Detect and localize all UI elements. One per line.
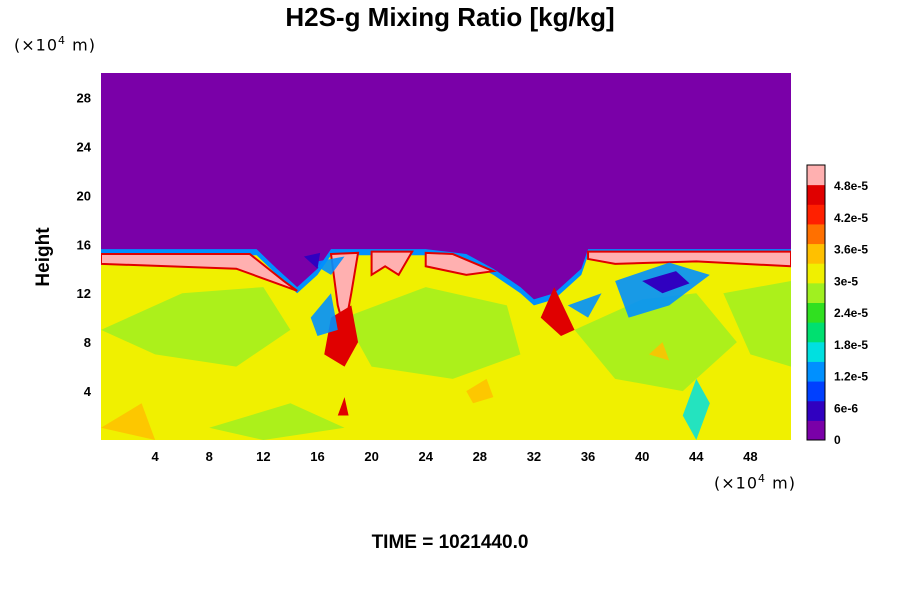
red-plume — [337, 397, 349, 416]
colorbar-segment — [807, 223, 825, 245]
yellow-patch — [466, 378, 494, 404]
upper-layer — [101, 73, 791, 300]
chart-title: H2S-g Mixing Ratio [kg/kg] — [285, 2, 615, 32]
green-swirl — [723, 280, 791, 367]
x-axis-ticks: 4 8 12 16 20 24 28 32 36 40 44 48 — [152, 449, 758, 464]
colorbar-segment — [807, 302, 825, 323]
high-concentration-patch — [587, 250, 791, 268]
y-tick-label: 28 — [77, 90, 91, 105]
x-tick-label: 32 — [527, 449, 541, 464]
y-tick-label: 16 — [77, 237, 91, 252]
yellow-patch — [101, 403, 156, 440]
colorbar: 0 6e-6 1.2e-5 1.8e-5 2.4e-5 3e-5 3.6e-5 4.2e-5 4… — [806, 164, 868, 447]
y-axis-unit: (×104 m) — [14, 34, 96, 55]
x-tick-label: 48 — [743, 449, 757, 464]
colorbar-tick-label: 1.8e-5 — [834, 338, 868, 352]
cyan-streak — [682, 378, 710, 440]
colorbar-segment — [807, 341, 825, 362]
y-tick-label: 24 — [77, 139, 92, 154]
blue-eddy — [310, 256, 345, 275]
y-axis-ticks: 4 8 12 16 20 24 28 — [77, 90, 92, 399]
colorbar-segment — [807, 263, 825, 284]
colorbar-segment — [807, 184, 825, 205]
colorbar-segment — [807, 381, 825, 402]
colorbar-tick-label: 2.4e-5 — [834, 306, 868, 320]
colorbar-segment — [807, 165, 825, 186]
colorbar-segment — [807, 400, 825, 421]
green-swirl — [574, 293, 737, 392]
colorbar-segment — [807, 420, 825, 441]
x-tick-label: 8 — [206, 449, 213, 464]
x-tick-label: 24 — [418, 449, 433, 464]
green-swirl — [344, 287, 521, 379]
x-tick-label: 28 — [473, 449, 487, 464]
x-tick-label: 4 — [152, 449, 160, 464]
colorbar-segment — [807, 204, 825, 225]
x-tick-label: 20 — [364, 449, 378, 464]
green-swirl — [209, 403, 345, 440]
x-tick-label: 44 — [689, 449, 704, 464]
dark-blue-eddy — [642, 271, 690, 294]
colorbar-segment — [807, 243, 825, 264]
colorbar-tick-label: 1.2e-5 — [834, 370, 868, 384]
yellow-patch — [648, 342, 670, 361]
heatmap-field — [101, 73, 791, 440]
y-tick-label: 4 — [84, 384, 92, 399]
red-plume — [540, 287, 575, 337]
colorbar-segment — [807, 322, 825, 343]
high-concentration-patch — [424, 251, 498, 276]
x-tick-label: 12 — [256, 449, 270, 464]
y-tick-label: 20 — [77, 188, 91, 203]
high-concentration-patch — [370, 250, 414, 277]
colorbar-tick-label: 4.8e-5 — [834, 179, 868, 193]
x-axis-unit: (×104 m) — [714, 472, 796, 493]
colorbar-frame — [806, 164, 826, 441]
dark-blue-eddy — [303, 252, 321, 269]
colorbar-tick-label: 3e-5 — [834, 274, 858, 288]
blue-eddy — [567, 293, 602, 318]
high-concentration-patch — [101, 253, 298, 292]
colorbar-segment — [807, 282, 825, 303]
colorbar-tick-label: 4.2e-5 — [834, 211, 868, 225]
colorbar-segment — [807, 361, 825, 382]
y-tick-label: 8 — [84, 335, 91, 350]
time-label: TIME = 1021440.0 — [371, 532, 529, 553]
x-tick-label: 36 — [581, 449, 595, 464]
colorbar-tick-label: 6e-6 — [834, 401, 858, 415]
x-tick-label: 16 — [310, 449, 324, 464]
y-tick-label: 12 — [77, 286, 91, 301]
colorbar-tick-label: 3.6e-5 — [834, 243, 868, 257]
x-tick-label: 40 — [635, 449, 649, 464]
green-swirl — [101, 287, 291, 367]
colorbar-tick-label: 0 — [834, 433, 841, 447]
blue-eddy — [310, 293, 338, 337]
